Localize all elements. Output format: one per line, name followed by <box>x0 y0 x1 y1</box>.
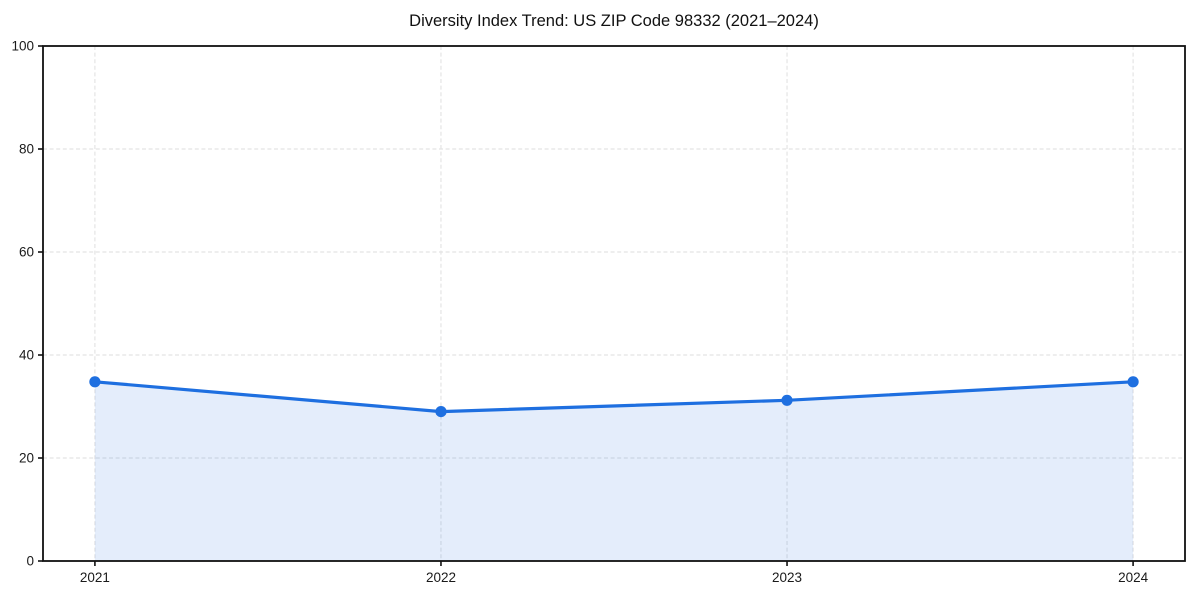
y-axis-tick-label: 60 <box>19 245 34 260</box>
x-axis-tick-label: 2023 <box>772 570 802 585</box>
x-axis-tick-label: 2021 <box>80 570 110 585</box>
y-axis-tick-label: 100 <box>11 39 34 54</box>
y-axis-tick-label: 80 <box>19 142 34 157</box>
x-axis-tick-label: 2022 <box>426 570 456 585</box>
data-point <box>1127 376 1139 388</box>
y-axis-tick-label: 20 <box>19 451 34 466</box>
data-point <box>89 376 101 388</box>
chart-title: Diversity Index Trend: US ZIP Code 98332… <box>409 12 819 30</box>
plot-border <box>42 45 1186 562</box>
data-point <box>435 406 447 418</box>
data-point <box>781 394 793 406</box>
y-axis-tick-label: 40 <box>19 348 34 363</box>
area-fill <box>94 381 1134 561</box>
y-axis-tick-label: 0 <box>26 554 34 569</box>
x-axis-tick-label: 2024 <box>1118 570 1149 585</box>
data-line <box>93 380 1135 414</box>
